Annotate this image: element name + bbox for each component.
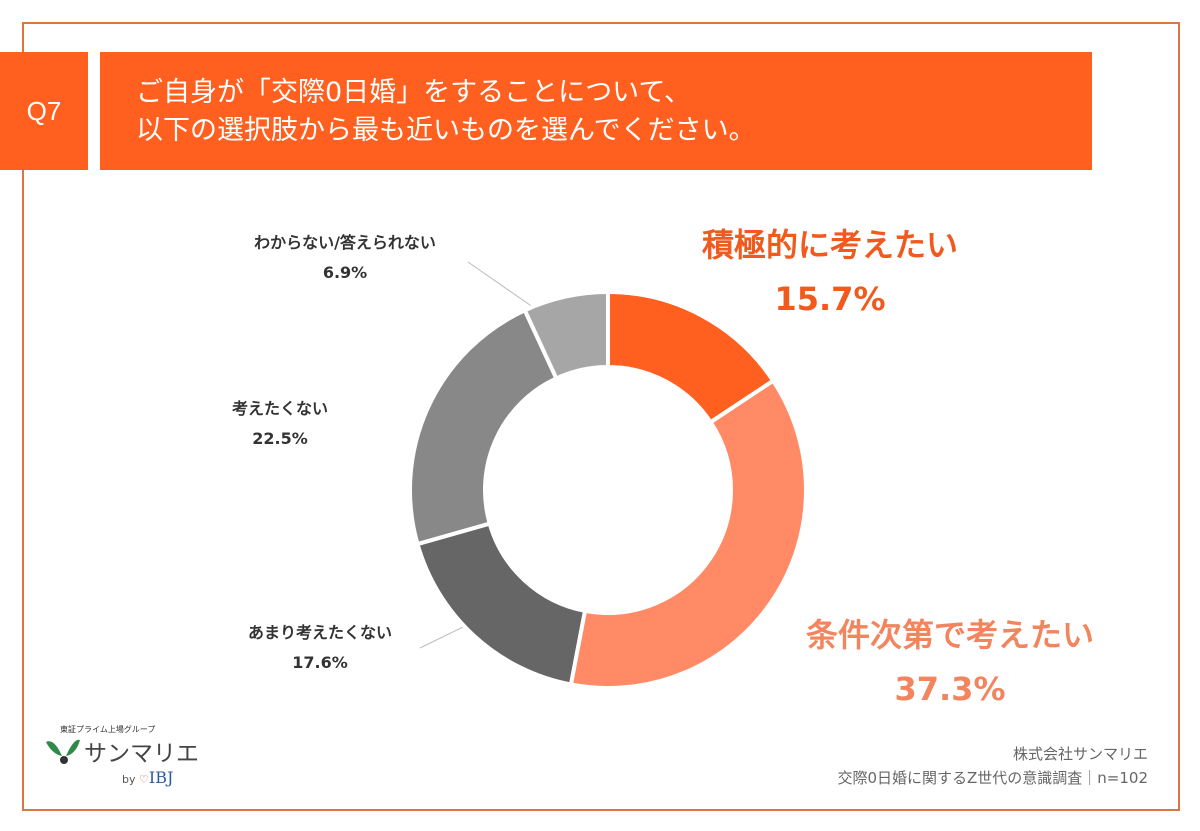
slice-rather-not [415,521,588,687]
sanmarie-logo: 東証プライム上場グループ サンマリエ by ♡IBJ [44,722,204,792]
leader-line [467,261,541,313]
holly-leaf-icon [46,739,80,764]
slice-conditional [568,378,808,690]
source-note: 株式会社サンマリエ 交際0日婚に関するZ世代の意識調査｜n=102 [837,745,1148,787]
slide-frame [22,22,1180,811]
value-label: 37.3% [894,670,1006,708]
value-label: 22.5% [252,429,308,448]
slice-unknown [522,289,610,382]
category-label: 積極的に考えたい [701,226,958,264]
label-unknown: わからない/答えられない 6.9% [200,228,490,288]
label-not: 考えたくない 22.5% [180,394,380,454]
question-title: ご自身が「交際0日婚」をすることについて、 以下の選択肢から最も近いものを選んで… [100,52,1092,170]
title-line: ご自身が「交際0日婚」をすることについて、 [136,77,692,108]
value-label: 6.9% [322,263,368,282]
label-rather-not: あまり考えたくない 17.6% [200,618,440,678]
value-label: 15.7% [774,280,886,318]
label-conditional: 条件次第で考えたい 37.3% [760,608,1140,716]
category-label: わからない/答えられない [254,233,436,252]
question-number: Q7 [0,52,88,170]
category-label: 条件次第で考えたい [805,616,1094,654]
value-label: 17.6% [292,653,348,672]
category-label: あまり考えたくない [247,623,392,642]
title-line: 以下の選択肢から最も近いものを選んでください。 [136,115,756,146]
label-positive: 積極的に考えたい 15.7% [660,218,1000,326]
slice-not [408,307,559,547]
category-label: 考えたくない [231,399,328,418]
heart-icon: ♡ [139,773,149,786]
